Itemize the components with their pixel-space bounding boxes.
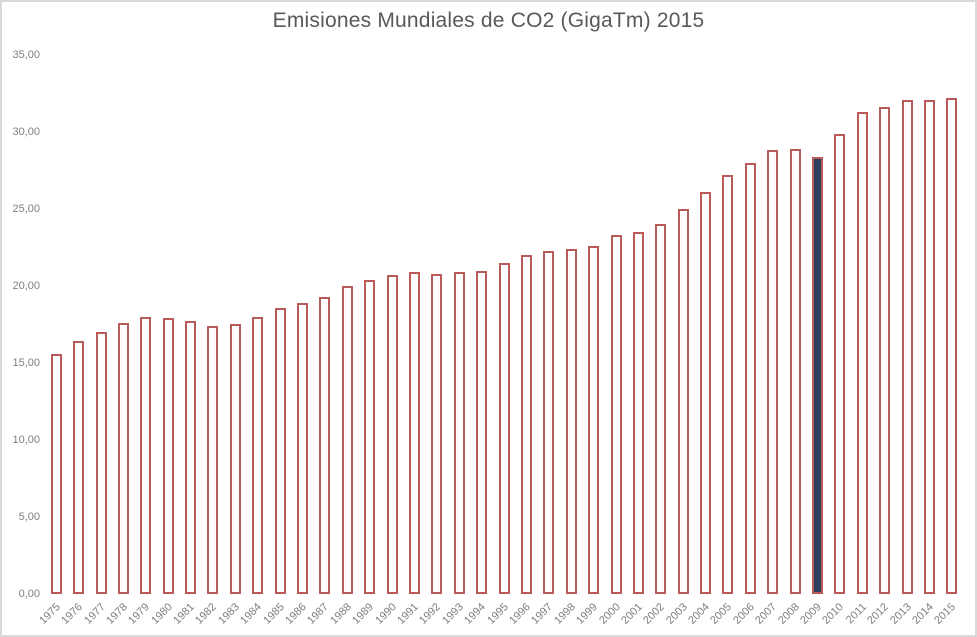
bar-1999 (588, 246, 600, 594)
bar-1998 (565, 249, 577, 594)
x-axis-label-1983: 1983 (215, 601, 242, 627)
bar-1981 (185, 321, 196, 594)
bar-1994 (476, 271, 488, 594)
y-axis-tick-label-15: 15,00 (12, 357, 40, 369)
bar-2015 (946, 98, 958, 594)
bar-1997 (543, 251, 555, 594)
x-axis-label-1997: 1997 (529, 601, 556, 627)
bar-1985 (274, 308, 286, 594)
bar-1995 (498, 263, 510, 594)
bar-1978 (117, 323, 129, 594)
x-axis-label-2011: 2011 (843, 601, 869, 627)
bar-2014 (923, 100, 935, 594)
bar-2009 (812, 157, 823, 594)
bar-1989 (364, 280, 376, 594)
x-axis-label-2013: 2013 (887, 601, 914, 627)
x-axis-label-2009: 2009 (798, 601, 824, 627)
x-axis-label-1976: 1976 (59, 601, 86, 627)
x-axis-label-2008: 2008 (775, 601, 802, 627)
bar-1992 (431, 274, 443, 594)
x-axis-label-2015: 2015 (932, 601, 959, 627)
bar-1980 (162, 318, 174, 594)
bar-1984 (252, 317, 264, 594)
x-axis-label-1980: 1980 (148, 601, 175, 627)
y-axis-tick-label-25: 25,00 (12, 203, 40, 215)
x-axis-label-2012: 2012 (865, 601, 892, 627)
x-axis-label-1984: 1984 (238, 601, 265, 627)
x-axis-label-2004: 2004 (686, 601, 712, 627)
bar-1996 (520, 255, 532, 594)
x-axis-label-1992: 1992 (417, 601, 444, 627)
x-axis-label-1987: 1987 (305, 601, 332, 627)
x-axis-label-1982: 1982 (193, 601, 220, 627)
x-axis-label-1993: 1993 (439, 601, 466, 627)
bar-2007 (767, 150, 779, 594)
y-axis-tick-label-20: 20,00 (12, 280, 40, 292)
bar-2013 (901, 100, 913, 594)
bar-1987 (319, 297, 331, 594)
bar-2005 (722, 175, 734, 594)
x-axis-label-1995: 1995 (484, 601, 511, 627)
bar-1983 (229, 324, 241, 594)
bar-1975 (50, 354, 62, 594)
x-axis-label-2003: 2003 (663, 601, 690, 627)
chart-title: Emisiones Mundiales de CO2 (GigaTm) 2015 (272, 9, 705, 32)
bar-2008 (789, 149, 801, 594)
x-axis-label-1988: 1988 (327, 601, 354, 627)
x-axis-label-1990: 1990 (372, 601, 399, 627)
bar-2011 (856, 112, 868, 594)
x-axis-label-2014: 2014 (910, 601, 936, 627)
x-axis-label-1999: 1999 (574, 601, 601, 627)
x-axis-label-2000: 2000 (596, 601, 623, 627)
bar-1990 (386, 275, 398, 594)
bar-2004 (700, 192, 711, 594)
bar-1988 (341, 286, 353, 594)
bar-1979 (140, 317, 152, 594)
y-axis-tick-label-30: 30,00 (12, 126, 40, 138)
x-axis-label-2006: 2006 (730, 601, 757, 627)
x-axis-label-1991: 1991 (395, 601, 421, 627)
bar-1991 (408, 272, 420, 594)
x-axis-label-1998: 1998 (551, 601, 578, 627)
x-axis-label-1985: 1985 (260, 601, 287, 627)
bar-1982 (207, 326, 219, 594)
x-axis-label-2002: 2002 (641, 601, 668, 627)
bar-2002 (655, 224, 667, 594)
x-axis-label-1975: 1975 (36, 601, 63, 627)
bar-1993 (453, 272, 465, 594)
x-axis-label-2007: 2007 (753, 601, 780, 627)
x-axis-label-1994: 1994 (462, 601, 489, 627)
y-axis-tick-label-0: 0,00 (18, 588, 40, 600)
x-axis-label-2001: 2001 (618, 601, 645, 627)
y-axis-tick-label-10: 10,00 (12, 434, 40, 446)
x-axis-label-1981: 1981 (171, 601, 197, 627)
y-axis-tick-label-5: 5,00 (18, 511, 40, 523)
y-axis-tick-label-35: 35,00 (12, 49, 40, 61)
x-axis-label-1989: 1989 (350, 601, 377, 627)
x-axis-label-1979: 1979 (126, 601, 153, 627)
bar-2012 (879, 107, 891, 594)
bar-1976 (73, 341, 85, 594)
x-axis-label-1996: 1996 (507, 601, 533, 627)
bar-2001 (632, 232, 644, 594)
x-axis-label-2005: 2005 (708, 601, 735, 627)
bar-1977 (95, 332, 107, 594)
bar-2003 (677, 209, 689, 594)
bar-2010 (834, 134, 846, 594)
bar-1986 (297, 303, 308, 594)
x-axis-label-1978: 1978 (104, 601, 130, 627)
x-axis-label-1977: 1977 (81, 601, 108, 627)
x-axis-label-1986: 1986 (283, 601, 309, 627)
bar-2006 (744, 163, 756, 594)
x-axis-label-2010: 2010 (820, 601, 847, 627)
bar-2000 (610, 235, 622, 594)
